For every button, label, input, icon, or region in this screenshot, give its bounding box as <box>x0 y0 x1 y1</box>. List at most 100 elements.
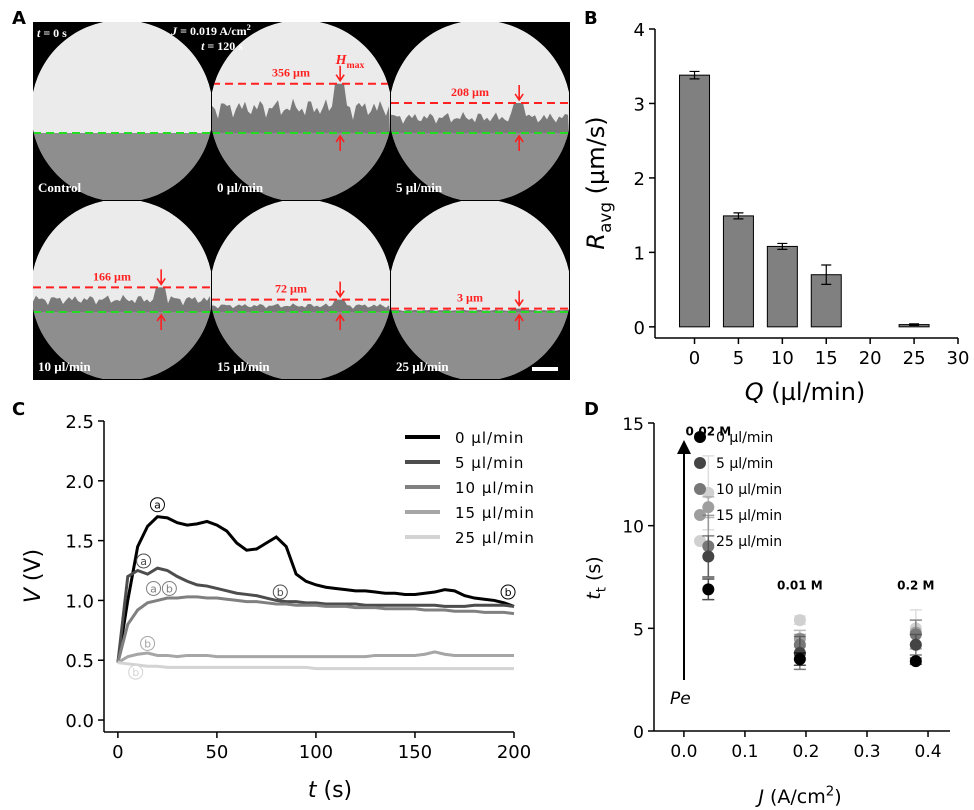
label-part: (µl/min) <box>764 378 866 406</box>
label-part: R <box>582 233 610 250</box>
y-tick-label: 0.0 <box>65 711 94 732</box>
annotation: 0.2 M <box>897 578 934 592</box>
x-tick-label: 0.4 <box>915 742 942 762</box>
bar <box>679 74 711 328</box>
image-label: Control <box>38 180 81 195</box>
bar <box>766 245 798 328</box>
x-tick-label: 0.2 <box>792 742 819 762</box>
label-part: (µm/s) <box>582 116 610 202</box>
image-label: 10 µl/min <box>38 359 91 374</box>
height-label: 166 µm <box>93 269 131 283</box>
dendrites <box>212 299 390 312</box>
label-part: Q <box>745 378 764 406</box>
x-axis-title: t (s) <box>308 778 352 803</box>
panel-label: B <box>584 8 598 29</box>
label-part: t <box>595 587 610 592</box>
panel-label: C <box>12 399 25 420</box>
x-tick-label: 10 <box>771 348 794 369</box>
y-tick-label: 15 <box>622 415 644 435</box>
y-tick-label: 5 <box>633 620 644 640</box>
micrograph: 3 µm 25 µl/min <box>391 201 569 379</box>
x-tick-label: 100 <box>299 742 333 763</box>
error-bar <box>777 242 788 250</box>
legend-label: 10 µl/min <box>455 479 535 497</box>
circle-area <box>391 22 569 200</box>
arrow-label: Pe <box>670 689 691 709</box>
legend-label: 5 µl/min <box>455 454 524 472</box>
dendrites <box>33 287 211 312</box>
label-part: 2 <box>826 784 834 799</box>
x-tick-label: 0.1 <box>731 742 758 762</box>
x-tick-label: 0.0 <box>670 742 697 762</box>
x-tick-label: 0.3 <box>853 742 880 762</box>
legend-label: 5 µl/min <box>716 456 773 472</box>
image-label: 15 µl/min <box>217 359 270 374</box>
legend-label: 15 µl/min <box>455 504 535 522</box>
label-part: ) <box>834 786 841 808</box>
annotation: a <box>150 582 157 595</box>
annotation-circle <box>128 664 144 680</box>
x-axis-title: Q (µl/min) <box>745 378 866 406</box>
y-tick-label: 4 <box>634 20 645 41</box>
arrow-up <box>514 134 524 151</box>
y-tick-label: 0.5 <box>65 651 94 672</box>
micrograph: Control <box>33 22 211 200</box>
time-label: t = 0 s <box>37 26 67 40</box>
current-label: J = 0.019 A/cm2 <box>170 23 251 38</box>
cell: 208 µm <box>391 22 569 200</box>
x-axis-title: J (A/cm2) <box>754 784 841 808</box>
x-tick-label: 30 <box>947 348 970 369</box>
label-part: = 0 s <box>40 26 67 40</box>
panel-label: A <box>12 8 26 29</box>
line <box>116 515 515 663</box>
legend-marker <box>694 509 706 521</box>
bar <box>722 215 754 328</box>
height-label: 208 µm <box>451 85 489 99</box>
point <box>793 653 806 666</box>
error-bar <box>909 323 920 326</box>
circle-area <box>33 201 211 379</box>
label-part: max <box>346 60 364 71</box>
point <box>909 655 922 668</box>
x-tick-label: 20 <box>859 348 882 369</box>
label-part: t <box>308 778 318 803</box>
label-part: (s) <box>317 778 353 803</box>
annotation-circle <box>161 580 177 596</box>
annotation: b <box>132 666 139 679</box>
arrow-down <box>335 281 345 299</box>
time-label: t = 120 s <box>201 39 243 53</box>
y-tick-label: 0 <box>633 723 644 743</box>
y-tick-label: 1.5 <box>65 532 94 553</box>
arrow-down <box>156 269 166 286</box>
point <box>702 501 715 514</box>
height-label: 72 µm <box>275 282 307 296</box>
label-part: = 120 s <box>204 39 243 53</box>
label-part: t <box>37 26 41 40</box>
error-bar <box>689 70 700 80</box>
annotation: b <box>144 637 151 650</box>
arrow-up <box>335 134 345 151</box>
point <box>793 614 806 627</box>
legend-label: 25 µl/min <box>455 529 535 547</box>
y-tick-label: 2.5 <box>65 412 94 433</box>
annotation-circle <box>149 497 165 513</box>
circle-area <box>212 201 390 379</box>
x-tick-label: 50 <box>205 742 228 763</box>
arrow-up <box>156 313 166 330</box>
cell: 72 µm <box>212 201 390 379</box>
x-tick-label: 5 <box>733 348 744 369</box>
y-tick-label: 10 <box>622 518 644 538</box>
line <box>117 661 514 671</box>
label-part: V <box>21 586 46 603</box>
height-label: 356 µm <box>272 66 310 80</box>
y-tick-label: 0 <box>634 318 645 339</box>
label-part: (A/cm <box>764 786 826 808</box>
legend-marker <box>694 457 706 469</box>
image-label: 25 µl/min <box>396 359 449 374</box>
label-part: 2 <box>247 23 251 32</box>
error-bar <box>733 212 744 220</box>
y-tick-label: 2.0 <box>65 472 94 493</box>
point <box>702 550 715 563</box>
point <box>909 638 922 651</box>
